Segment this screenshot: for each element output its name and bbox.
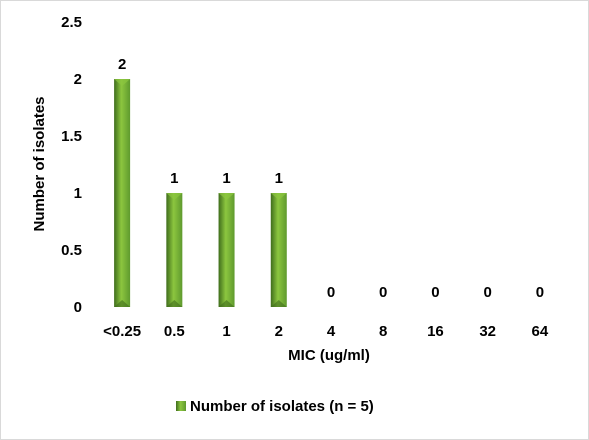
- bar-bevel: [166, 193, 183, 200]
- x-tick-label: 64: [532, 323, 549, 340]
- x-tick-label: 8: [379, 323, 387, 340]
- y-axis-title: Number of isolates: [31, 96, 48, 231]
- x-tick-label: 16: [427, 323, 444, 340]
- bar-bevel: [270, 193, 287, 200]
- data-label: 1: [170, 170, 178, 187]
- y-tick-label: 2: [74, 71, 82, 88]
- y-tick-label: 1.5: [61, 128, 82, 145]
- data-label: 0: [483, 284, 491, 301]
- x-tick-label: 4: [327, 323, 336, 340]
- bar-base-bevel: [218, 300, 235, 307]
- bar: [166, 193, 183, 307]
- bar: [218, 193, 235, 307]
- x-tick-label: 32: [479, 323, 496, 340]
- x-axis-title: MIC (ug/ml): [288, 347, 370, 364]
- data-label: 1: [222, 170, 230, 187]
- y-axis-ticks: 0 0.5 1 1.5 2 2.5: [61, 14, 82, 316]
- bar-base-bevel: [114, 300, 131, 307]
- bar: [114, 79, 131, 307]
- x-tick-label: 0.5: [164, 323, 185, 340]
- y-tick-label: 0: [74, 299, 82, 316]
- bar: [270, 193, 287, 307]
- x-tick-label: 2: [275, 323, 283, 340]
- bar-base-bevel: [270, 300, 287, 307]
- data-label: 0: [536, 284, 544, 301]
- data-labels: 2 1 1 1 0 0 0 0 0: [118, 56, 544, 301]
- bars: [114, 79, 287, 307]
- y-tick-label: 0.5: [61, 242, 82, 259]
- data-label: 0: [431, 284, 439, 301]
- x-tick-label: 1: [222, 323, 230, 340]
- y-tick-label: 2.5: [61, 14, 82, 31]
- x-axis-ticks: <0.25 0.5 1 2 4 8 16 32 64: [103, 323, 549, 340]
- data-label: 1: [275, 170, 283, 187]
- legend: Number of isolates (n = 5): [176, 398, 374, 415]
- bar-bevel: [218, 193, 235, 200]
- legend-label: Number of isolates (n = 5): [190, 398, 374, 415]
- legend-swatch: [176, 401, 186, 411]
- x-tick-label: <0.25: [103, 323, 141, 340]
- bar-bevel: [114, 79, 131, 86]
- data-label: 2: [118, 56, 126, 73]
- bar-base-bevel: [166, 300, 183, 307]
- data-label: 0: [327, 284, 335, 301]
- y-tick-label: 1: [74, 185, 82, 202]
- data-label: 0: [379, 284, 387, 301]
